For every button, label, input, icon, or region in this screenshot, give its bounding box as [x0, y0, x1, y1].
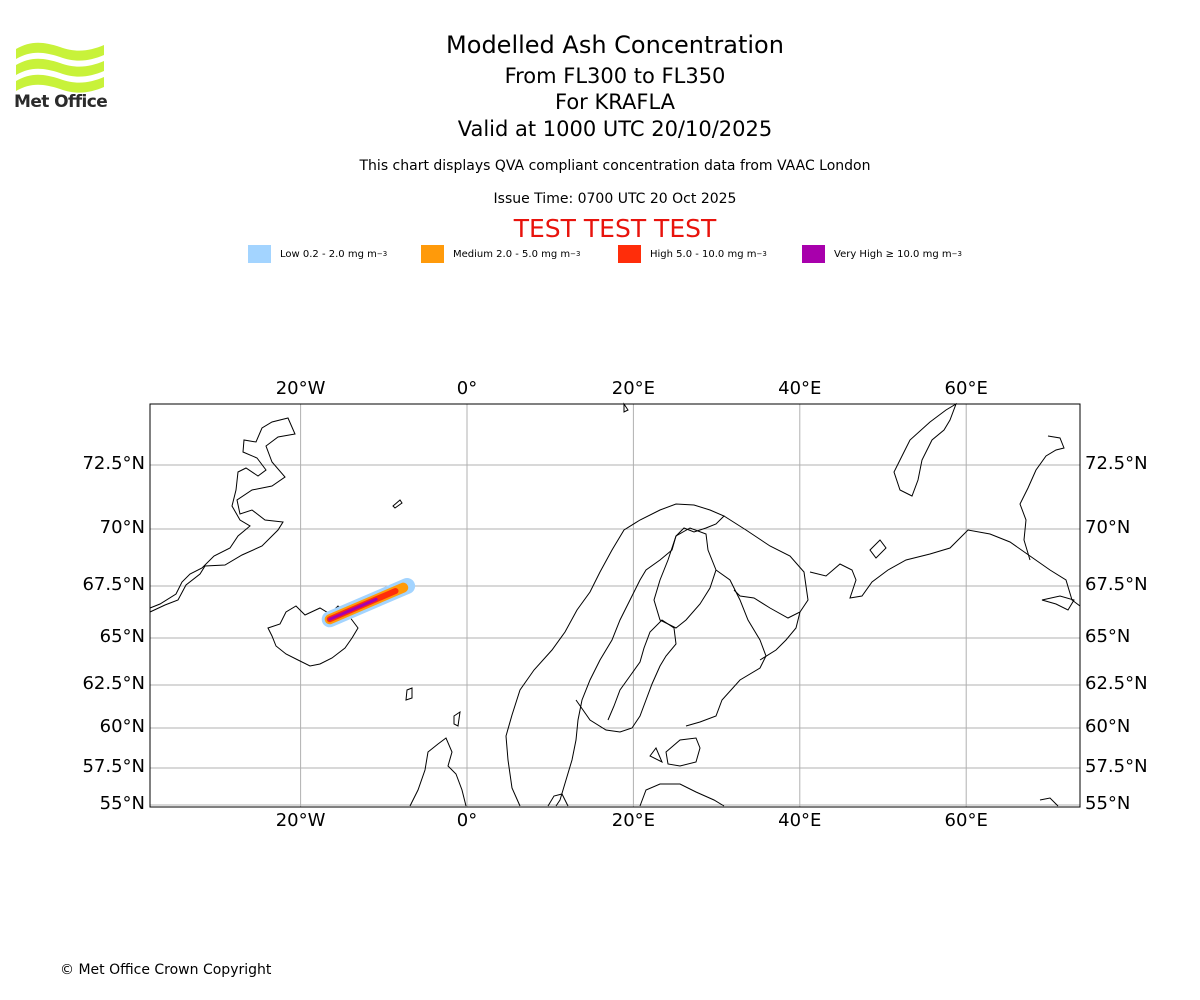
russia-arctic-coastline — [809, 529, 1081, 607]
legend-unit-very-high: −3 — [951, 250, 962, 258]
legend-label-medium: Medium 2.0 - 5.0 mg m — [453, 248, 571, 260]
legend-unit-low: −3 — [376, 250, 388, 258]
norway-coastline — [505, 503, 725, 807]
lon-tick-top: 20°E — [611, 378, 656, 399]
lon-tick-bottom: 40°E — [778, 810, 822, 831]
lon-tick-top: 60°E — [944, 378, 988, 399]
graticule — [150, 404, 1080, 807]
sweden-coastline — [575, 619, 677, 733]
lat-tick-right: 55°N — [1085, 793, 1131, 814]
test-banner: TEST TEST TEST — [513, 214, 717, 243]
lon-tick-bottom: 20°E — [611, 810, 656, 831]
lon-tick-top: 20°W — [275, 378, 326, 399]
coastlines — [149, 402, 1081, 807]
issue-time: Issue Time: 0700 UTC 20 Oct 2025 — [493, 191, 737, 207]
lat-tick-right: 72.5°N — [1085, 453, 1148, 474]
legend-item-high: High 5.0 - 10.0 mg m −3 — [618, 244, 767, 264]
ash-plume-very-high — [328, 597, 378, 621]
legend-item-low: Low 0.2 - 2.0 mg m −3 — [248, 244, 387, 264]
copyright-footer: © Met Office Crown Copyright — [60, 962, 272, 978]
lat-tick-left: 67.5°N — [82, 574, 145, 595]
kolguyev-coastline — [869, 539, 887, 559]
lat-tick-right: 67.5°N — [1085, 574, 1148, 595]
legend-label-high: High 5.0 - 10.0 mg m — [650, 248, 757, 260]
lon-tick-bottom: 20°W — [275, 810, 326, 831]
ash-plume — [321, 578, 416, 628]
met-office-logo-icon — [16, 42, 104, 93]
legend-label-low: Low 0.2 - 2.0 mg m — [280, 248, 377, 260]
legend-item-very-high: Very High ≥ 10.0 mg m −3 — [802, 244, 962, 264]
lon-tick-top: 0° — [456, 378, 478, 399]
legend-label-very-high: Very High ≥ 10.0 mg m — [834, 248, 952, 260]
legend-item-medium: Medium 2.0 - 5.0 mg m −3 — [421, 244, 580, 264]
scotland-coastline — [409, 737, 467, 807]
lon-tick-bottom: 60°E — [944, 810, 988, 831]
lat-tick-right: 57.5°N — [1085, 756, 1148, 777]
greenland-coastline — [149, 417, 296, 613]
legend-unit-medium: −3 — [570, 250, 581, 258]
lat-tick-right: 70°N — [1085, 517, 1131, 538]
lat-tick-right: 65°N — [1085, 626, 1131, 647]
baltic-coastline — [547, 737, 725, 807]
east-arctic-coastline — [1019, 435, 1075, 807]
lat-tick-left: 60°N — [99, 716, 145, 737]
faroe-shetland-coastline — [405, 687, 461, 727]
legend-swatch-low — [248, 245, 271, 263]
map-frame — [149, 403, 1081, 808]
legend-swatch-very-high — [802, 245, 825, 263]
chart-description: This chart displays QVA compliant concen… — [359, 158, 871, 174]
finland-coastline — [653, 527, 767, 727]
lat-tick-left: 57.5°N — [82, 756, 145, 777]
svalbard-coastline — [623, 402, 629, 413]
lat-tick-left: 70°N — [99, 517, 145, 538]
lat-tick-left: 62.5°N — [82, 673, 145, 694]
lon-tick-top: 40°E — [778, 378, 822, 399]
logo-wordmark: Met Office — [14, 92, 108, 112]
legend-swatch-medium — [421, 245, 444, 263]
lon-tick-bottom: 0° — [456, 810, 478, 831]
legend-unit-high: −3 — [756, 250, 767, 258]
lat-tick-left: 65°N — [99, 626, 145, 647]
lat-tick-left: 72.5°N — [82, 453, 145, 474]
flight-level-subtitle: From FL300 to FL350 — [504, 64, 726, 88]
iceland-coastline — [267, 605, 359, 667]
lat-tick-right: 62.5°N — [1085, 673, 1148, 694]
novaya-zemlya-coastline — [893, 402, 957, 497]
volcano-subtitle: For KRAFLA — [555, 90, 675, 114]
valid-time-subtitle: Valid at 1000 UTC 20/10/2025 — [457, 117, 773, 141]
legend-swatch-high — [618, 245, 641, 263]
kola-coastline — [723, 515, 809, 661]
lat-tick-right: 60°N — [1085, 716, 1131, 737]
lat-tick-left: 55°N — [99, 793, 145, 814]
jan-mayen-coastline — [392, 499, 403, 509]
chart-title: Modelled Ash Concentration — [446, 31, 784, 59]
